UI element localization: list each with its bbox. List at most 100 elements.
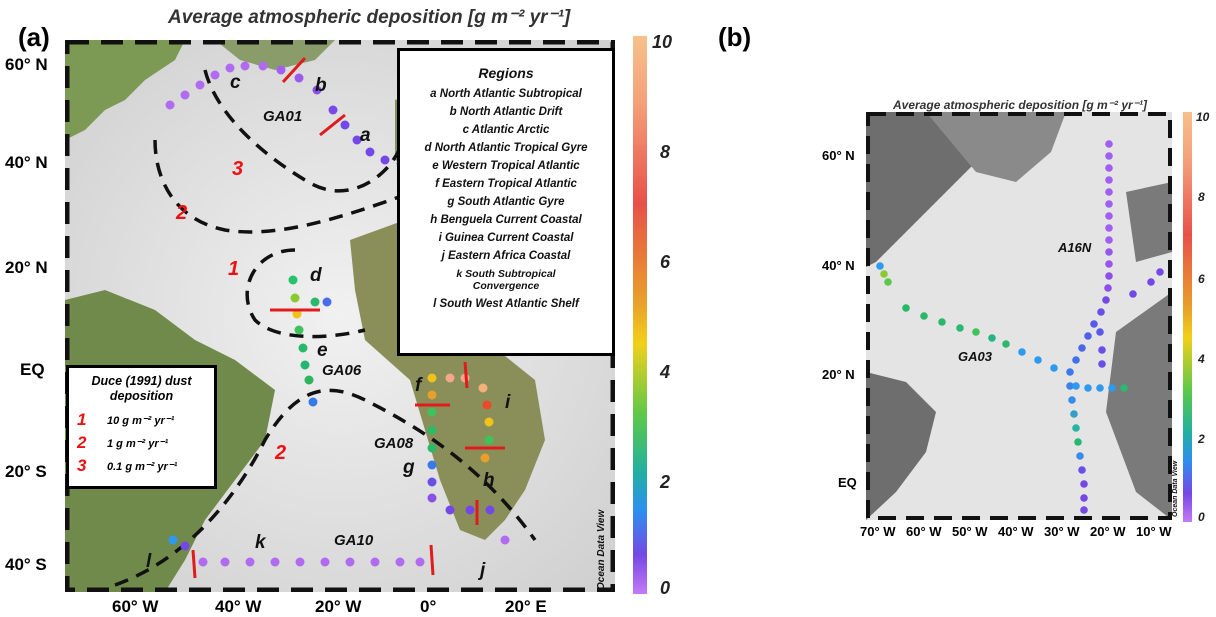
cruise-label: GA06 (322, 362, 362, 379)
region-letter: a (360, 125, 371, 146)
duce-row: 3 0.1 g m⁻² yr⁻¹ (77, 456, 214, 476)
lon-label: 10° W (1136, 524, 1172, 539)
lat-label: 20° S (5, 462, 47, 481)
cruise-label: GA08 (374, 435, 414, 452)
south-america-land-b (866, 372, 936, 520)
colorbar-tick: 0 (1198, 510, 1205, 524)
africa-land-b (1106, 292, 1172, 520)
region-letter: c (230, 72, 241, 93)
track-ga08 (427, 373, 494, 503)
region-item: c Atlantic Arctic (462, 124, 550, 136)
colorbar-tick: 8 (1198, 190, 1205, 204)
colorbar-tick: 4 (1198, 352, 1205, 366)
region-letter: g (403, 457, 415, 478)
region-item: e Western Tropical Atlantic (432, 160, 580, 172)
region-item: a North Atlantic Subtropical (430, 88, 582, 100)
region-dividers (191, 56, 505, 579)
region-letter: b (315, 75, 327, 96)
region-letter: f (415, 375, 422, 396)
region-item: h Benguela Current Coastal (430, 214, 582, 226)
lat-label: 60° N (5, 55, 48, 74)
region-item: f Eastern Tropical Atlantic (435, 178, 577, 190)
lat-label: 20° N (822, 367, 855, 382)
lon-label: 0° (420, 597, 437, 616)
map-b (866, 112, 1172, 520)
region-letter: i (505, 392, 511, 413)
lon-label: 20° E (505, 597, 547, 616)
region-letter: l (146, 551, 152, 572)
lat-label: 40° N (822, 258, 855, 273)
colorbar-tick: 4 (660, 362, 671, 382)
colorbar-tick: 10 (1196, 110, 1210, 124)
region-item: b North Atlantic Drift (449, 106, 563, 118)
duce-legend: Duce (1991) dust deposition 1 10 g m⁻² y… (66, 365, 217, 489)
boundary-south-gyre (114, 388, 537, 587)
colorbar-tick: 10 (652, 32, 673, 52)
greenland-land (215, 40, 335, 70)
region-letter: h (483, 470, 495, 491)
duce-title: Duce (1991) dust deposition (91, 374, 192, 403)
region-letter: d (310, 265, 322, 286)
cruise-label: GA10 (334, 532, 374, 549)
map-b-border (866, 112, 1172, 520)
lon-label: 50° W (952, 524, 988, 539)
lat-label: EQ (838, 475, 857, 490)
lon-label: 30° W (1044, 524, 1080, 539)
colorbar-tick: 0 (660, 578, 671, 598)
duce-map-label: 3 (232, 158, 244, 180)
region-item: k South Subtropical Convergence (456, 268, 556, 292)
region-item: i Guinea Current Coastal (438, 232, 574, 244)
track-ga06 (288, 275, 332, 407)
cruise-label: GA03 (958, 349, 992, 364)
duce-number: 1 (77, 410, 87, 429)
duce-map-label: 2 (176, 202, 188, 224)
regions-legend: Regions a North Atlantic Subtropical b N… (397, 48, 615, 356)
panel-a-label: (a) (18, 22, 50, 52)
odv-credit-a: Ocean Data View (596, 509, 607, 590)
cruise-label: A16N (1058, 240, 1092, 255)
region-item: d North Atlantic Tropical Gyre (424, 142, 588, 154)
duce-number: 2 (77, 433, 87, 452)
panel-a-title: Average atmospheric deposition [g m⁻² yr… (168, 7, 571, 28)
lat-label: 40° N (5, 153, 48, 172)
region-letter: e (317, 340, 328, 361)
greenland-land-b (926, 112, 1066, 182)
boundary-gyre-north (203, 69, 417, 193)
lat-label: 40° S (5, 555, 47, 574)
colorbar-tick: 2 (660, 472, 671, 492)
region-letter: k (255, 532, 266, 553)
duce-value: 1 g m⁻² yr⁻¹ (107, 437, 169, 450)
map-b-canvas (866, 112, 1172, 520)
panel-b-title: Average atmospheric deposition [g m⁻² yr… (893, 98, 1148, 112)
duce-row: 1 10 g m⁻² yr⁻¹ (77, 410, 214, 430)
lon-label: 60° W (112, 597, 159, 616)
region-item: l South West Atlantic Shelf (433, 298, 579, 310)
boundary-tropical-gyre (245, 248, 366, 339)
europe-land-b (1126, 182, 1172, 262)
region-item: g South Atlantic Gyre (447, 196, 565, 208)
lon-label: 60° W (906, 524, 942, 539)
duce-map-label: 1 (228, 258, 240, 280)
lat-label: 60° N (822, 148, 855, 163)
duce-row: 2 1 g m⁻² yr⁻¹ (77, 433, 214, 453)
track-ga03 (876, 262, 1128, 392)
colorbar-tick: 2 (1198, 432, 1205, 446)
odv-credit-b: Ocean Data View (1172, 460, 1179, 517)
colorbar-tick: 6 (1198, 272, 1205, 286)
track-ga10 (168, 505, 510, 567)
region-item: j Eastern Africa Coastal (441, 250, 571, 262)
duce-map-label: 2 (275, 442, 287, 464)
lat-label: EQ (20, 360, 45, 379)
lon-label: 40° W (998, 524, 1034, 539)
north-america-land (65, 40, 185, 140)
regions-title: Regions (478, 65, 534, 81)
lon-label: 20° W (1090, 524, 1126, 539)
region-letter: j (480, 560, 486, 581)
track-a16n (1066, 140, 1164, 514)
colorbar-tick: 8 (660, 142, 671, 162)
colorbar-b (1183, 112, 1192, 522)
cruise-label: GA01 (263, 108, 303, 125)
duce-number: 3 (77, 456, 87, 475)
duce-value: 10 g m⁻² yr⁻¹ (107, 414, 175, 427)
boundary-north-subtropical (153, 139, 446, 234)
